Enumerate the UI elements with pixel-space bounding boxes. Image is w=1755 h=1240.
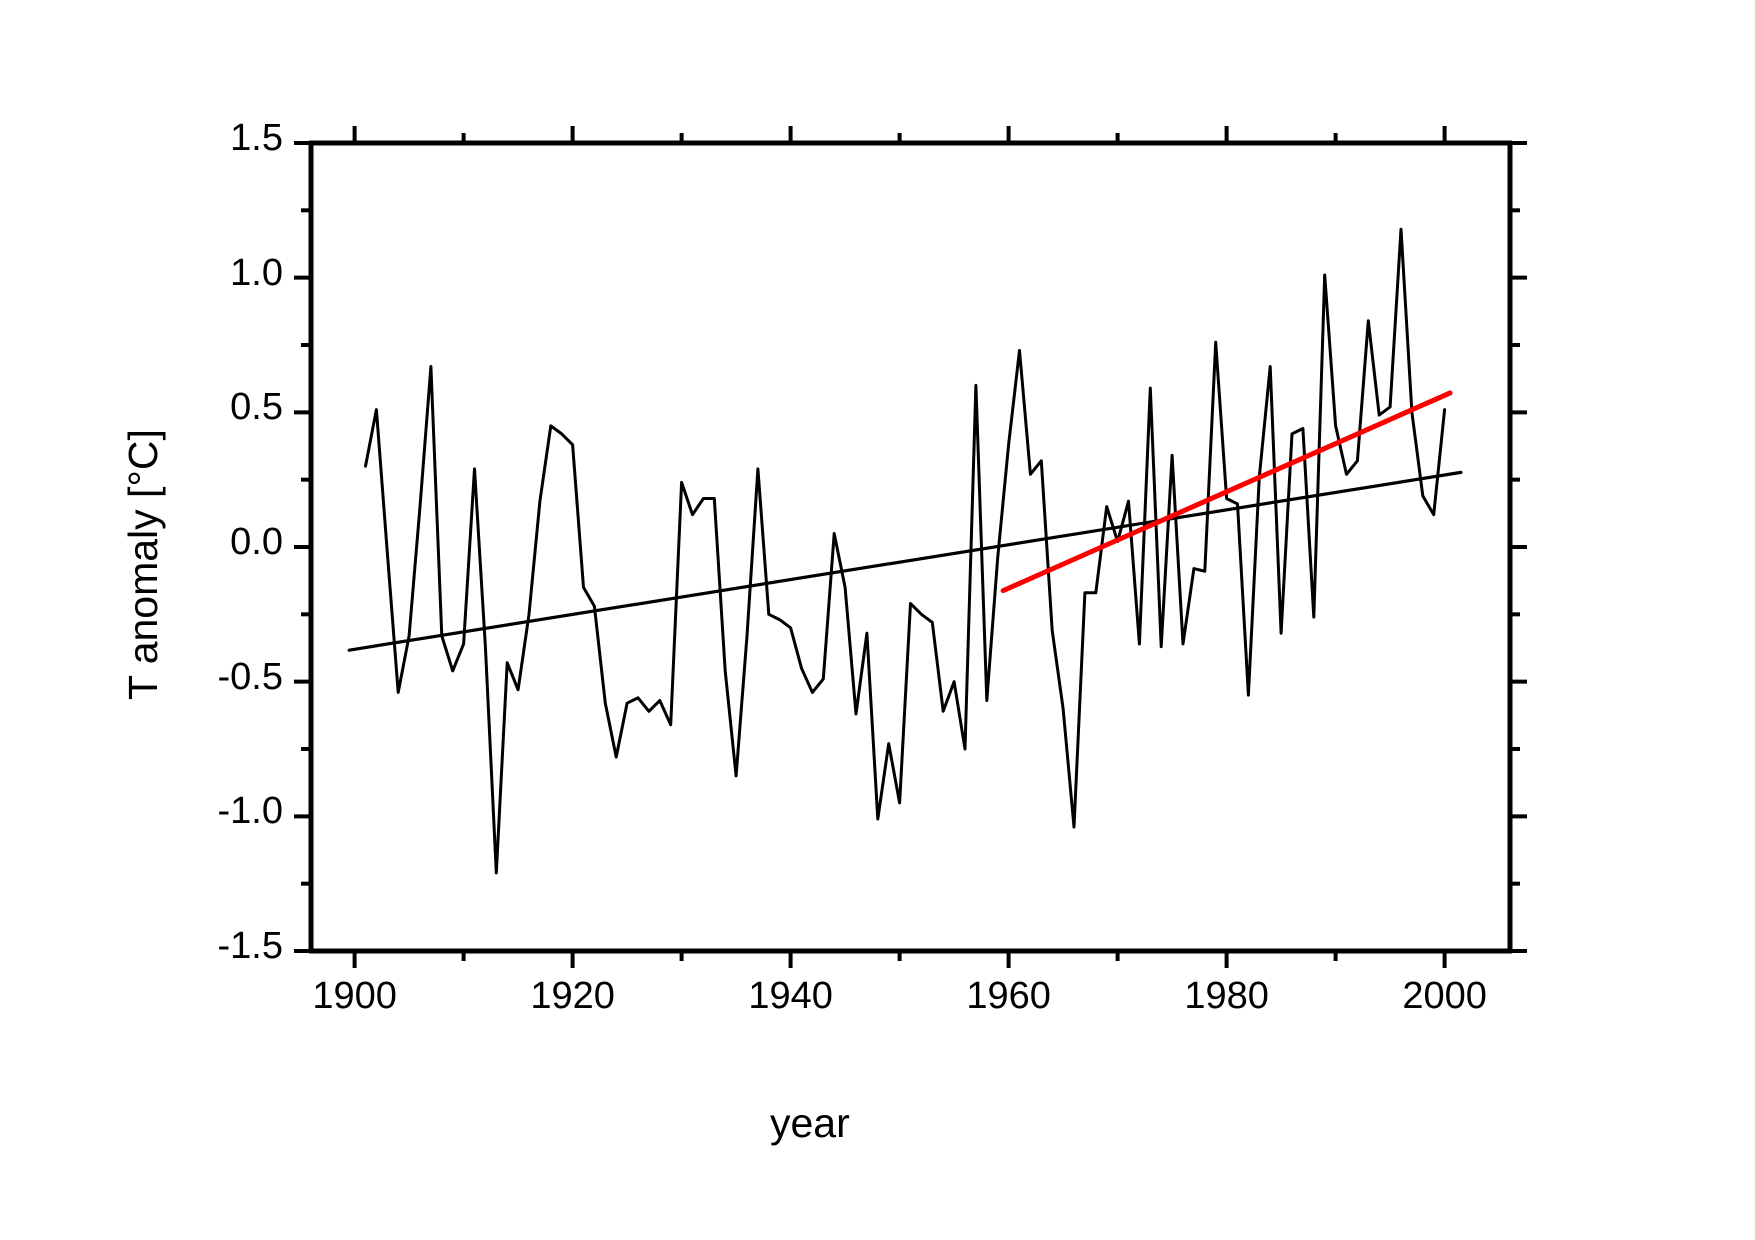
y-tick-label: -0.5 [217, 655, 283, 698]
series-trendline [347, 470, 1463, 652]
y-tick-label: 0.0 [230, 521, 283, 563]
axis-ticks [294, 126, 1527, 968]
y-tick-label: 0.5 [230, 386, 283, 429]
y-axis-label: T anomaly [°C] [120, 429, 166, 700]
axes-frame [308, 140, 1513, 954]
data-series-group [347, 227, 1463, 875]
x-tick-label: 1960 [966, 975, 1051, 1017]
x-tick-label: 1980 [1184, 975, 1269, 1017]
x-tick-label: 2000 [1402, 975, 1487, 1017]
series-trendline [1000, 390, 1453, 594]
x-tick-label: 1940 [748, 975, 833, 1017]
y-tick-label: -1.5 [217, 925, 283, 967]
x-axis-label: year [770, 1100, 850, 1146]
series-data-line [364, 227, 1447, 875]
x-tick-label: 1920 [530, 975, 615, 1017]
y-tick-label: -1.0 [217, 790, 283, 833]
y-tick-label: 1.0 [230, 251, 283, 294]
y-tick-label: 1.5 [230, 117, 283, 159]
x-tick-label: 1900 [312, 975, 397, 1017]
